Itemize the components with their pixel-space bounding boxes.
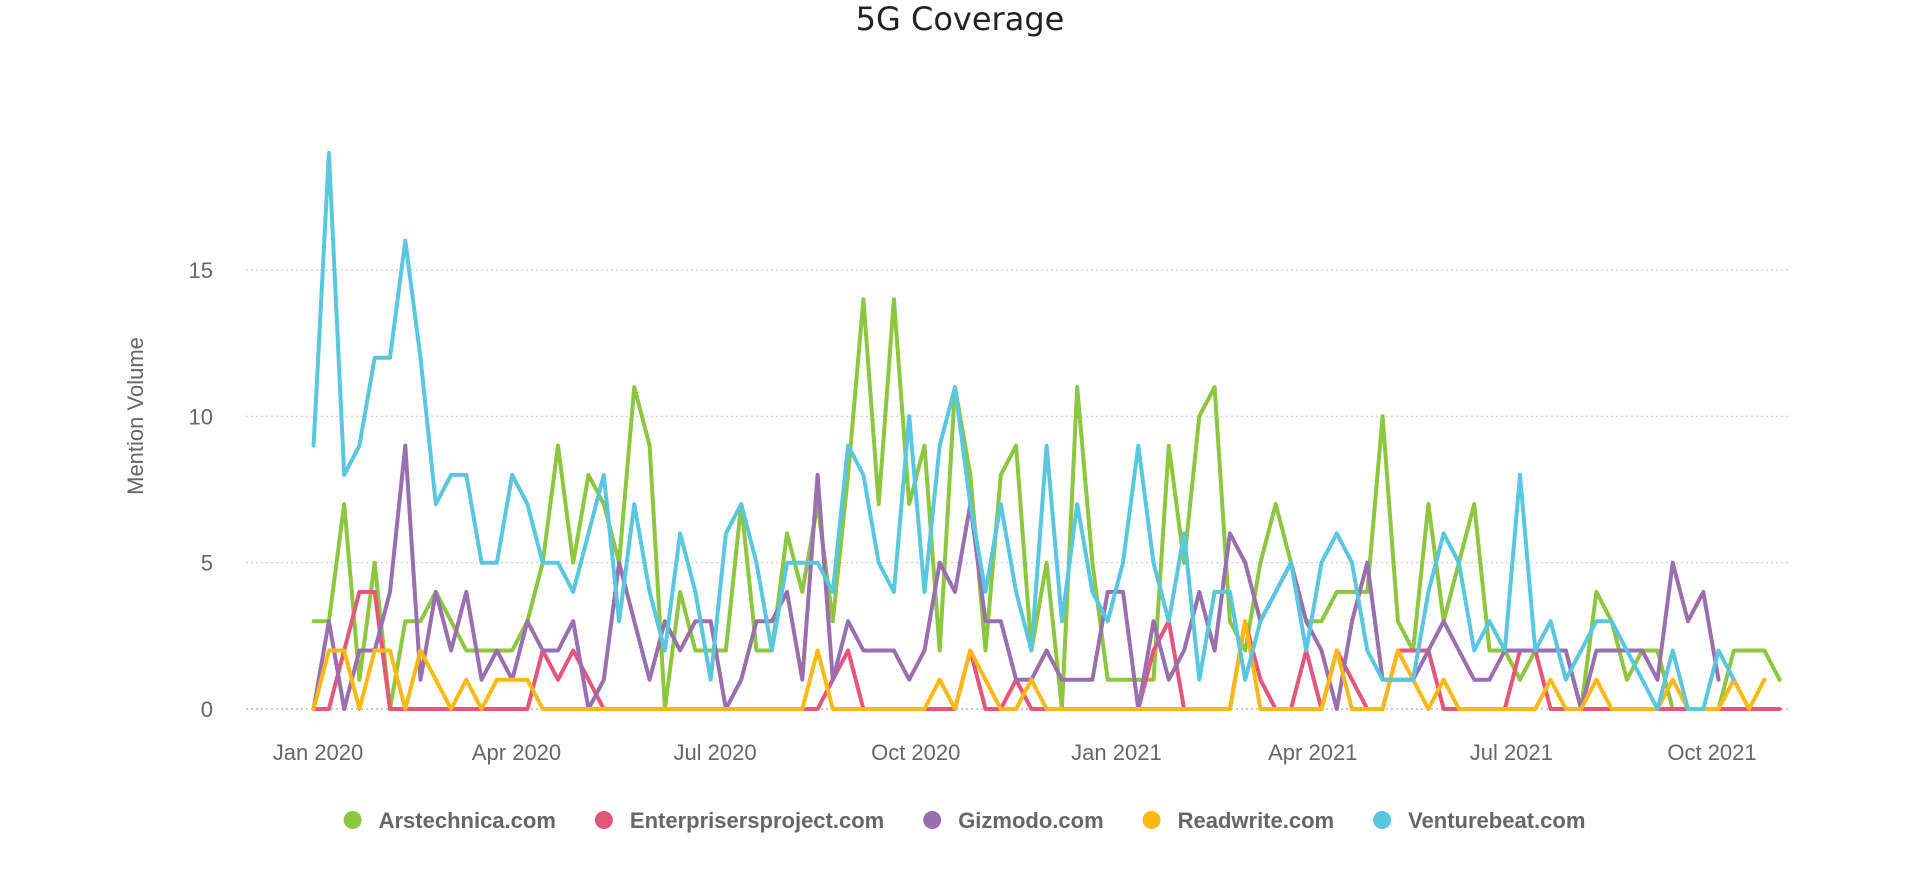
x-tick-label: Apr 2020 <box>472 740 561 765</box>
legend-label: Arstechnica.com <box>379 808 556 833</box>
legend-label: Gizmodo.com <box>958 808 1103 833</box>
y-tick-label: 15 <box>189 258 213 283</box>
legend-item-readwrite-com[interactable]: Readwrite.com <box>1142 808 1335 833</box>
series-line-readwrite-com <box>311 619 1767 711</box>
series-line-venturebeat-com <box>311 150 1736 711</box>
x-tick-label: Jul 2020 <box>673 740 756 765</box>
legend-label: Venturebeat.com <box>1408 808 1585 833</box>
chart-title: 5G Coverage <box>856 0 1065 38</box>
y-tick-label: 0 <box>201 697 213 722</box>
y-tick-label: 5 <box>201 551 213 576</box>
legend-marker <box>594 811 613 829</box>
series-line-arstechnica-com <box>311 297 1782 711</box>
legend: Arstechnica.com Enterprisersproject.com Gi… <box>343 808 1585 833</box>
x-tick-label: Jul 2021 <box>1470 740 1553 765</box>
x-tick-label: Oct 2020 <box>871 740 960 765</box>
x-tick-label: Apr 2021 <box>1268 740 1357 765</box>
x-tick-label: Jan 2021 <box>1071 740 1162 765</box>
x-tick-label: Jan 2020 <box>273 740 364 765</box>
y-tick-label: 10 <box>189 404 213 429</box>
y-axis-title: Mention Volume <box>123 337 148 495</box>
legend-item-gizmodo-com[interactable]: Gizmodo.com <box>923 808 1104 833</box>
x-tick-label: Oct 2021 <box>1667 740 1756 765</box>
legend-marker <box>1142 811 1161 829</box>
series-lines <box>311 150 1782 711</box>
x-axis-ticks: Jan 2020 Apr 2020 Jul 2020 Oct 2020 Jan 2021… <box>273 740 1757 765</box>
legend-marker <box>343 811 362 829</box>
legend-marker <box>1373 811 1392 829</box>
legend-label: Enterprisersproject.com <box>630 808 884 833</box>
legend-item-venturebeat-com[interactable]: Venturebeat.com <box>1373 808 1585 833</box>
series-line-gizmodo-com <box>311 443 1721 711</box>
legend-marker <box>923 811 942 829</box>
legend-label: Readwrite.com <box>1178 808 1335 833</box>
legend-item-arstechnica-com[interactable]: Arstechnica.com <box>343 808 556 833</box>
y-axis-ticks: 0 5 10 15 <box>189 258 213 722</box>
legend-item-enterprisersproject-com[interactable]: Enterprisersproject.com <box>594 808 884 833</box>
